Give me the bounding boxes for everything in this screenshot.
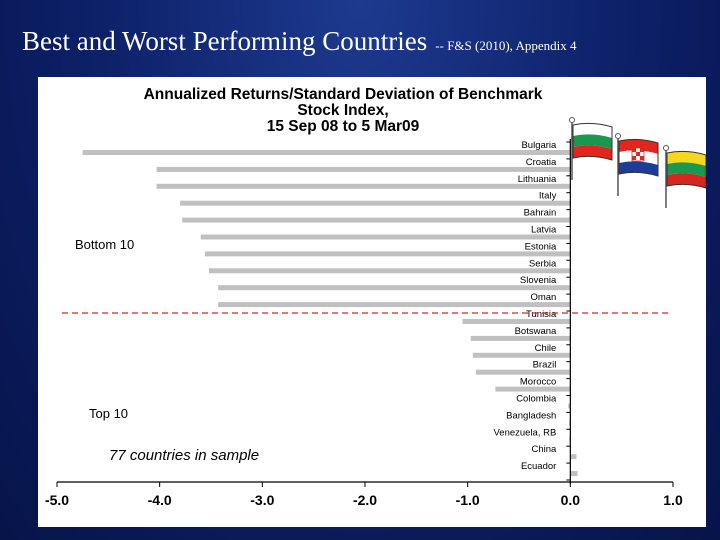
bar-serbia [208, 268, 571, 274]
category-label: Brazil [533, 360, 557, 371]
chart-title: Annualized Returns/Standard Deviation of… [38, 87, 648, 135]
bar-bulgaria [82, 150, 571, 155]
bar-colombia [568, 403, 571, 409]
x-tick-label: -1.0 [456, 492, 480, 508]
chart-title-line-2: Stock Index, [297, 102, 389, 119]
category-label: Botswana [515, 326, 557, 337]
category-label: China [532, 444, 558, 455]
bulgaria-flag-icon [569, 117, 613, 180]
lithuania-flag-icon [663, 145, 706, 208]
x-tick-label: 0.0 [561, 492, 581, 508]
bar-italy [180, 200, 571, 206]
category-label: Serbia [529, 258, 557, 269]
bar-morocco [495, 386, 571, 392]
slide-title-main: Best and Worst Performing Countries [22, 26, 428, 56]
category-label: Bahrain [524, 208, 557, 219]
x-tick-label: -2.0 [353, 492, 377, 508]
slide-title-source: -- F&S (2010), Appendix 4 [435, 38, 577, 53]
bar-lithuania [156, 183, 571, 189]
category-label: Colombia [516, 394, 557, 405]
bar-brazil [475, 369, 571, 375]
top-10-label: Top 10 [89, 406, 129, 421]
category-label: Ecuador [521, 461, 556, 472]
bar-oman [218, 302, 571, 308]
category-label: Slovenia [520, 275, 557, 286]
category-label: Latvia [531, 225, 557, 236]
bottom-10-label: Bottom 10 [75, 237, 135, 252]
bar-chart: Bulgaria Croatia Lithuania Italy Bahrain Latv… [45, 117, 706, 508]
bar-tunisia [462, 319, 571, 324]
chart-title-line-1: Annualized Returns/Standard Deviation of… [143, 86, 543, 103]
category-label: Croatia [526, 157, 557, 168]
bar-bahrain [182, 217, 571, 223]
x-tick-label: -4.0 [148, 492, 172, 508]
x-tick-label: -5.0 [45, 492, 69, 508]
chart-title-line-3: 15 Sep 08 to 5 Mar09 [266, 118, 420, 135]
bar-latvia [200, 234, 571, 240]
sample-note: 77 countries in sample [109, 447, 260, 464]
category-label: Venezuela, RB [493, 427, 556, 438]
category-label: Chile [535, 343, 557, 354]
croatia-flag-icon [615, 133, 659, 196]
category-label: Oman [530, 292, 556, 303]
bar-ecuador [570, 471, 578, 477]
bars-group [82, 150, 578, 477]
bar-slovenia [218, 285, 571, 291]
chart-panel: Annualized Returns/Standard Deviation of… [38, 77, 706, 527]
bar-botswana [470, 335, 571, 341]
bar-chile [472, 352, 571, 358]
bar-china [570, 454, 577, 460]
bar-estonia [204, 251, 571, 257]
slide-title: Best and Worst Performing Countries -- F&… [22, 26, 577, 57]
category-label: Italy [539, 191, 557, 202]
category-label: Estonia [525, 241, 557, 252]
category-label: Bangladesh [506, 410, 556, 421]
category-labels-group: Bulgaria Croatia Lithuania Italy Bahrain Latv… [493, 140, 557, 472]
x-axis: -5.0 -4.0 -3.0 -2.0 -1.0 0.0 1.0 [45, 139, 683, 508]
category-label: Morocco [520, 377, 556, 388]
x-tick-label: -3.0 [250, 492, 274, 508]
flags-group [569, 117, 706, 208]
category-label: Lithuania [518, 174, 557, 185]
x-tick-label: 1.0 [663, 492, 683, 508]
category-label: Tunisia [526, 309, 557, 320]
category-label: Bulgaria [521, 140, 557, 151]
bar-croatia [156, 166, 571, 172]
